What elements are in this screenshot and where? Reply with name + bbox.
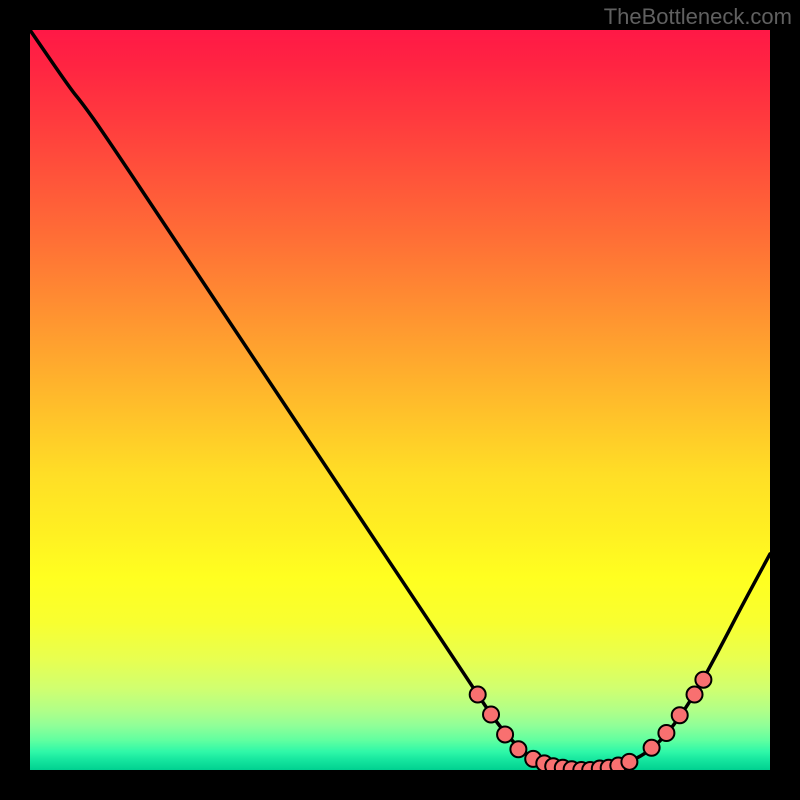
data-marker bbox=[510, 741, 526, 757]
data-marker bbox=[470, 687, 486, 703]
data-marker bbox=[497, 726, 513, 742]
data-marker bbox=[621, 754, 637, 770]
plot-area bbox=[30, 30, 770, 770]
data-marker bbox=[644, 740, 660, 756]
data-marker bbox=[695, 672, 711, 688]
marker-group bbox=[470, 672, 712, 770]
data-marker bbox=[483, 707, 499, 723]
bottleneck-curve bbox=[30, 30, 770, 769]
chart-container: TheBottleneck.com bbox=[0, 0, 800, 800]
data-marker bbox=[658, 725, 674, 741]
data-marker bbox=[687, 687, 703, 703]
data-marker bbox=[672, 707, 688, 723]
attribution-label: TheBottleneck.com bbox=[604, 4, 792, 30]
curve-layer bbox=[30, 30, 770, 770]
